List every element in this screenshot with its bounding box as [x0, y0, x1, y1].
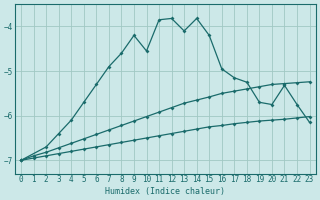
- X-axis label: Humidex (Indice chaleur): Humidex (Indice chaleur): [105, 187, 225, 196]
